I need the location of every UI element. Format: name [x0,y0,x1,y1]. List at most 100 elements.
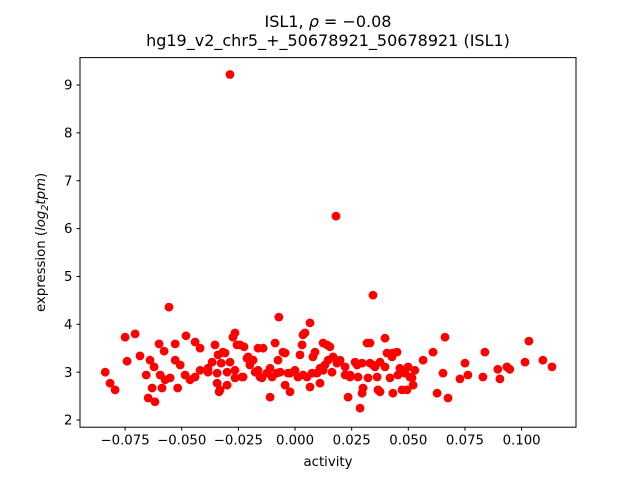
data-point [181,331,191,341]
y-tick-label: 9 [64,79,72,94]
y-tick-label: 3 [64,366,72,381]
data-point [402,385,412,395]
data-point [190,372,200,382]
data-point [290,365,300,375]
data-point [122,356,132,366]
data-point [143,393,153,403]
data-point [325,342,335,352]
data-point [547,362,557,372]
data-point [225,70,235,79]
y-tick-label: 5 [64,270,72,285]
data-point [392,347,402,357]
data-point [408,380,418,390]
data-point [230,328,240,338]
data-point [147,383,157,393]
data-point [173,383,183,393]
data-point [403,362,413,372]
data-point [215,385,225,395]
data-point [345,372,355,382]
data-point [480,347,490,357]
data-point [300,328,310,338]
data-point [463,370,473,380]
data-point [270,338,280,348]
data-point [520,357,530,367]
data-point [222,380,232,390]
data-point [388,388,398,398]
x-tick-label: 0.050 [389,434,427,449]
data-point [110,385,120,395]
data-point [203,367,213,377]
data-point [210,340,220,350]
data-point [297,340,307,350]
x-tick-label: 0.000 [276,434,314,449]
data-point [154,339,164,349]
data-point [335,355,345,365]
data-point [432,388,442,398]
data-point [375,387,385,397]
data-point [380,362,390,372]
data-point [130,329,140,339]
data-point [455,374,465,384]
data-point [460,358,470,368]
data-point [273,355,283,365]
data-point [440,332,450,342]
x-tick-label: −0.025 [214,434,263,449]
x-tick-label: −0.075 [100,434,149,449]
data-point [331,211,341,221]
data-point [315,378,325,388]
data-point [355,403,365,413]
data-point [357,358,367,368]
data-point [428,347,438,357]
data-point [164,302,174,312]
data-point [175,360,185,370]
data-point [248,355,258,365]
data-point [150,397,160,407]
x-axis-label: activity [303,455,352,470]
data-point [145,355,155,365]
data-point [253,365,263,375]
x-tick-label: 0.075 [446,434,484,449]
x-tick-label: −0.050 [157,434,206,449]
y-axis-ticks: 2 3 4 5 6 7 8 9 [64,79,80,429]
data-point [230,373,240,383]
y-tick-label: 8 [64,126,72,141]
data-point [368,290,378,300]
x-axis-ticks: −0.075 −0.050 −0.025 0.000 0.025 0.050 0.075 0.… [100,427,541,449]
data-point [285,387,295,397]
data-point [265,363,275,373]
data-point [165,373,175,383]
data-point [353,372,363,382]
data-point [258,343,268,353]
plot-frame [79,57,577,428]
data-point [225,357,235,367]
data-point [238,372,248,382]
data-point [195,343,205,353]
data-point [265,392,275,402]
data-point [141,370,151,380]
data-point [310,347,320,357]
data-point [505,364,515,374]
data-points [100,70,557,413]
data-point [222,367,232,377]
y-axis-label: expression (log2tpm) [34,173,51,312]
data-point [358,383,368,393]
data-point [295,350,305,360]
y-tick-label: 7 [64,174,72,189]
data-point [380,333,390,343]
data-point [275,367,285,377]
data-point [340,362,350,372]
data-point [170,339,180,349]
data-point [216,358,226,368]
data-point [120,332,130,342]
data-point [212,378,222,388]
data-point [220,348,230,358]
data-point [190,337,200,347]
data-point [363,373,373,383]
data-point [493,364,503,374]
data-point [365,338,375,348]
data-point [207,357,217,367]
data-point [393,370,403,380]
data-point [524,336,534,346]
